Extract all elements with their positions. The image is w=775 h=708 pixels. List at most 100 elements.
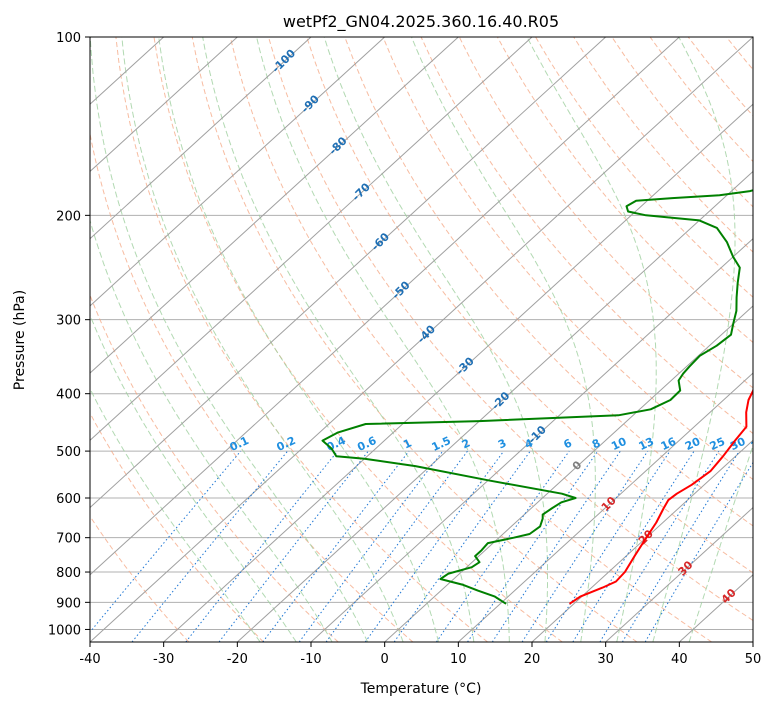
x-axis-label: Temperature (°C) [360, 681, 482, 697]
mixing-ratio-label: 3 [496, 436, 508, 451]
chart-title: wetPf2_GN04.2025.360.16.40.R05 [283, 12, 559, 32]
plot-frame [89, 36, 754, 643]
y-tick-label: 600 [56, 492, 81, 507]
profiles [321, 189, 753, 605]
isotherm [163, 103, 753, 642]
dry-adiabat [153, 37, 563, 642]
mixing-ratio-line [298, 450, 444, 642]
dry-adiabat [535, 37, 753, 298]
isotherm-label: -100 [269, 47, 298, 76]
mixing-ratio-line [521, 450, 649, 642]
dry-adiabat [649, 37, 753, 163]
temperature-profile [568, 386, 753, 605]
x-tick-label: 0 [381, 652, 389, 667]
mixing-ratio-label: 6 [561, 436, 574, 451]
isotherm [531, 439, 753, 642]
isotherm [457, 372, 753, 642]
isotherm [310, 237, 753, 642]
dewpoint-profile [321, 189, 753, 605]
y-tick-label: 900 [56, 596, 81, 611]
x-axis: -40 -30 -20 -10 0 10 20 30 40 50 [79, 642, 761, 667]
plot-area: -100-90-80-70-60-50-40-30-20-10010203040… [90, 37, 775, 642]
isotherm [90, 37, 238, 173]
mixing-ratio-line [572, 450, 695, 642]
isotherm [90, 37, 533, 442]
background-lines [90, 37, 775, 642]
y-axis-label: Pressure (hPa) [12, 290, 28, 390]
mixing-ratio-label: 8 [590, 436, 602, 451]
mixing-ratio-line [185, 450, 338, 642]
moist-adiabat [652, 37, 736, 642]
mixing-ratio-line [545, 450, 671, 642]
dry-adiabat [496, 37, 753, 344]
mixing-ratio-line [218, 450, 369, 642]
moist-adiabat [323, 37, 548, 642]
mixing-ratio-line [599, 450, 720, 642]
y-tick-label: 400 [56, 388, 81, 403]
y-tick-label: 1000 [48, 623, 81, 638]
dry-adiabat [726, 37, 753, 71]
x-tick-label: 30 [597, 652, 614, 667]
x-tick-label: -40 [79, 652, 100, 667]
mixing-ratio-line [393, 450, 531, 642]
isotherm [90, 37, 753, 642]
x-tick-label: 20 [524, 652, 541, 667]
y-tick-label: 300 [56, 314, 81, 329]
dry-adiabat [420, 37, 753, 435]
isotherm [752, 641, 753, 642]
mixing-ratio-label: 10 [609, 435, 629, 453]
y-tick-label: 500 [56, 445, 81, 460]
y-tick-label: 200 [56, 209, 81, 224]
x-tick-label: 40 [671, 652, 688, 667]
mixing-ratio-label: 30 [728, 435, 748, 453]
moist-adiabat [256, 37, 510, 642]
dry-adiabat [115, 37, 488, 642]
isotherm [236, 170, 753, 642]
moist-adiabat [90, 37, 369, 642]
y-tick-label: 100 [56, 31, 81, 46]
moist-adiabat [90, 313, 297, 642]
moist-adiabat [90, 387, 261, 642]
isotherm [90, 37, 386, 307]
isotherm [90, 37, 680, 576]
moist-adiabat [688, 443, 753, 642]
isotherm [605, 506, 753, 642]
moist-adiabat [121, 37, 404, 642]
y-tick-label: 700 [56, 532, 81, 547]
dry-adiabat [765, 37, 775, 642]
mixing-ratio-line [262, 450, 410, 642]
dry-adiabat [382, 37, 753, 481]
dry-adiabat [687, 37, 753, 117]
x-tick-label: -20 [227, 652, 248, 667]
dry-adiabat [90, 412, 264, 642]
mixing-ratio-label: 16 [659, 435, 679, 453]
mixing-ratio-line [364, 450, 505, 642]
dry-adiabat [268, 37, 753, 622]
isotherm [90, 37, 607, 509]
dry-adiabat [90, 131, 414, 642]
isotherm [90, 37, 459, 374]
moist-adiabat [202, 37, 475, 642]
dry-adiabat [306, 37, 753, 574]
mixing-ratio-label: 25 [708, 435, 727, 453]
mixing-ratio-labels: 0.1 0.2 0.4 0.6 1 1.5 2 3 4 6 8 10 13 16 20 25 30 36 [228, 434, 769, 454]
moist-adiabat [411, 37, 596, 642]
mixing-ratio-label: 36 [749, 435, 769, 453]
dry-adiabat [90, 515, 190, 642]
mixing-ratio-label: 20 [683, 435, 703, 453]
dry-adiabat [344, 37, 753, 527]
x-tick-label: -30 [153, 652, 174, 667]
isotherm [90, 37, 312, 240]
mixing-ratio-line [621, 450, 740, 642]
x-tick-label: 10 [450, 652, 467, 667]
dry-adiabat [229, 37, 712, 642]
y-axis: 1000 900 800 700 600 500 400 300 200 100 [48, 31, 90, 638]
dry-adiabat [611, 37, 753, 208]
x-tick-label: -10 [300, 652, 321, 667]
mixing-ratio-line [491, 450, 621, 642]
mixing-ratio-label: 2 [460, 436, 472, 451]
dry-adiabat [573, 37, 753, 253]
mixing-ratio-line [467, 450, 599, 642]
